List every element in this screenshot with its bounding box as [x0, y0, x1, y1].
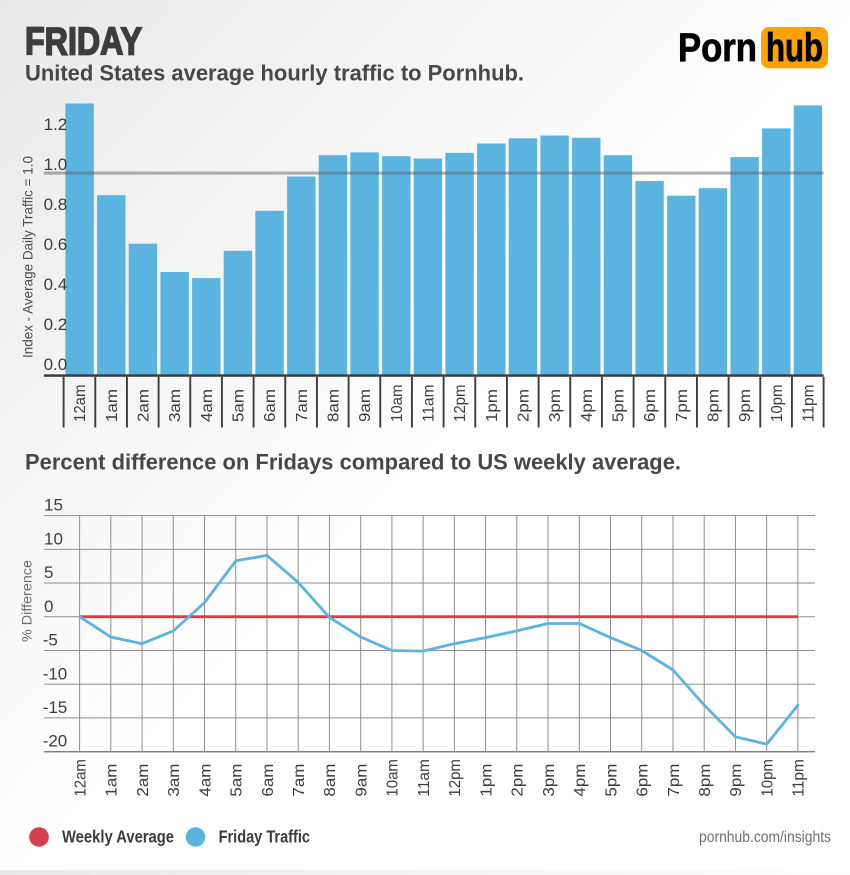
- svg-text:12pm: 12pm: [447, 759, 464, 797]
- svg-text:5pm: 5pm: [611, 389, 628, 422]
- svg-text:3pm: 3pm: [541, 764, 558, 797]
- svg-text:6pm: 6pm: [642, 389, 659, 422]
- svg-text:5am: 5am: [231, 389, 248, 422]
- svg-text:6pm: 6pm: [635, 764, 652, 797]
- svg-text:6am: 6am: [262, 389, 279, 422]
- svg-text:pornhub.com/insights: pornhub.com/insights: [699, 829, 831, 846]
- svg-text:-5: -5: [43, 631, 58, 650]
- svg-text:Weekly Average: Weekly Average: [62, 826, 174, 846]
- svg-text:2am: 2am: [136, 389, 153, 422]
- svg-text:1am: 1am: [104, 389, 121, 422]
- svg-text:4pm: 4pm: [579, 389, 596, 422]
- svg-text:8am: 8am: [326, 389, 343, 422]
- svg-text:0.6: 0.6: [44, 235, 68, 254]
- svg-text:1.0: 1.0: [44, 155, 68, 174]
- svg-text:9pm: 9pm: [737, 389, 754, 422]
- svg-text:4pm: 4pm: [572, 764, 589, 797]
- svg-text:Percent difference on Fridays: Percent difference on Fridays compared t…: [25, 450, 681, 475]
- svg-text:7pm: 7pm: [674, 389, 691, 422]
- svg-text:5am: 5am: [229, 764, 246, 797]
- svg-text:1am: 1am: [104, 764, 121, 797]
- svg-text:8am: 8am: [322, 764, 339, 797]
- svg-text:9pm: 9pm: [728, 764, 745, 797]
- svg-text:Porn: Porn: [678, 26, 757, 70]
- svg-text:FRIDAY: FRIDAY: [25, 21, 142, 64]
- svg-text:0.8: 0.8: [44, 195, 68, 214]
- svg-text:1pm: 1pm: [484, 389, 501, 422]
- svg-text:12am: 12am: [72, 759, 89, 797]
- svg-text:3am: 3am: [166, 764, 183, 797]
- svg-text:7am: 7am: [291, 764, 308, 797]
- svg-text:4am: 4am: [199, 389, 216, 422]
- svg-text:11pm: 11pm: [801, 385, 818, 423]
- svg-text:11am: 11am: [421, 385, 438, 423]
- svg-text:0.0: 0.0: [44, 355, 68, 374]
- svg-text:0: 0: [44, 597, 53, 616]
- svg-text:1pm: 1pm: [478, 764, 495, 797]
- svg-text:% Difference: % Difference: [19, 560, 35, 642]
- svg-text:12pm: 12pm: [452, 385, 469, 423]
- svg-text:11am: 11am: [416, 759, 433, 797]
- svg-text:15: 15: [44, 496, 63, 515]
- svg-text:-15: -15: [43, 698, 68, 717]
- svg-text:10am: 10am: [389, 385, 406, 423]
- svg-text:5: 5: [44, 563, 53, 582]
- svg-text:3am: 3am: [167, 389, 184, 422]
- svg-text:11pm: 11pm: [791, 759, 808, 797]
- svg-text:Friday Traffic: Friday Traffic: [219, 826, 311, 846]
- svg-text:8pm: 8pm: [706, 389, 723, 422]
- svg-text:7am: 7am: [294, 389, 311, 422]
- svg-text:10pm: 10pm: [769, 385, 786, 423]
- svg-text:0.2: 0.2: [44, 315, 68, 334]
- svg-text:Index - Average Daily Traffic: Index - Average Daily Traffic = 1.0: [21, 156, 36, 358]
- svg-text:2am: 2am: [135, 764, 152, 797]
- svg-text:7pm: 7pm: [666, 764, 683, 797]
- svg-text:0.4: 0.4: [44, 275, 68, 294]
- svg-text:2pm: 2pm: [516, 389, 533, 422]
- svg-text:10am: 10am: [385, 759, 402, 797]
- svg-text:12am: 12am: [72, 385, 89, 423]
- svg-text:5pm: 5pm: [603, 764, 620, 797]
- svg-text:-20: -20: [43, 732, 68, 751]
- svg-text:-10: -10: [43, 664, 68, 683]
- svg-text:3pm: 3pm: [547, 389, 564, 422]
- svg-text:United States average hourly t: United States average hourly traffic to …: [25, 61, 524, 86]
- svg-text:1.2: 1.2: [44, 115, 68, 134]
- svg-text:10: 10: [44, 529, 63, 548]
- svg-text:hub: hub: [766, 26, 823, 70]
- svg-text:9am: 9am: [357, 389, 374, 422]
- svg-text:8pm: 8pm: [697, 764, 714, 797]
- svg-text:2pm: 2pm: [510, 764, 527, 797]
- svg-text:4am: 4am: [197, 764, 214, 797]
- svg-text:9am: 9am: [354, 764, 371, 797]
- svg-text:6am: 6am: [260, 764, 277, 797]
- svg-text:10pm: 10pm: [760, 759, 777, 797]
